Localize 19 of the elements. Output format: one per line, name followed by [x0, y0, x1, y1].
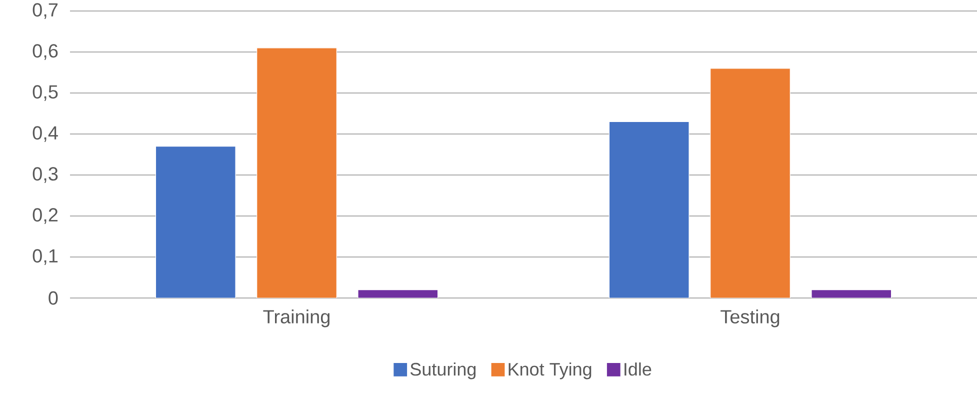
y-tick-label: 0,4	[32, 126, 58, 142]
y-tick-label: 0,5	[32, 85, 58, 101]
x-tick-label: Training	[263, 310, 330, 328]
legend-label: Idle	[624, 362, 652, 376]
bar	[608, 121, 690, 298]
y-tick-label: 0	[48, 291, 58, 305]
y-tick-label: 0,6	[32, 44, 58, 60]
legend-label: Suturing	[410, 362, 476, 380]
bar	[155, 146, 236, 298]
bar	[710, 68, 790, 298]
y-tick-label: 0,2	[32, 208, 58, 224]
y-tick-label: 0,1	[32, 249, 58, 265]
legend-label: Knot Tying	[508, 362, 592, 380]
bar	[256, 48, 337, 298]
y-tick-label: 0,3	[32, 167, 58, 183]
bar	[811, 290, 892, 298]
bar	[358, 290, 438, 298]
x-tick-label: Testing	[720, 310, 780, 328]
y-tick-label: 0,7	[32, 3, 58, 19]
